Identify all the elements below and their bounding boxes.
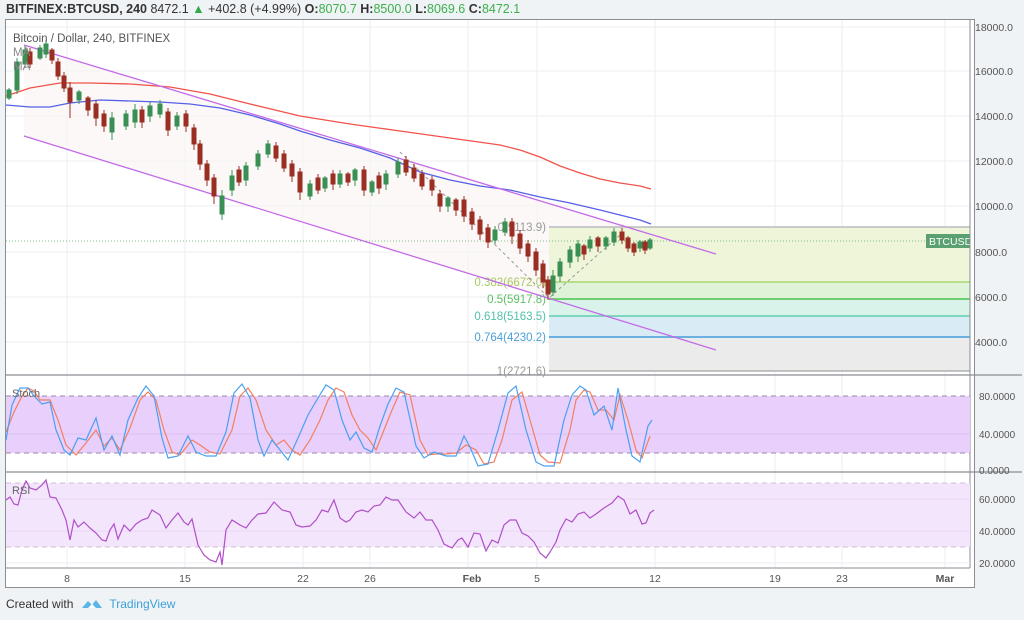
svg-text:6000.0: 6000.0 xyxy=(975,292,1007,304)
svg-text:15: 15 xyxy=(179,573,191,585)
channel-lower-line[interactable] xyxy=(23,135,717,351)
close-value: 8472.1 xyxy=(481,2,521,16)
stoch-pane[interactable]: Stoch xyxy=(5,382,970,467)
svg-text:12000.0: 12000.0 xyxy=(975,156,1013,168)
low-label: L: xyxy=(415,2,428,16)
svg-text:60.0000: 60.0000 xyxy=(979,495,1016,506)
svg-text:Feb: Feb xyxy=(463,573,482,585)
low-value: 8069.6 xyxy=(427,2,466,16)
price-axis[interactable]: 18000.0 16000.0 14000.0 12000.0 10000.0 800… xyxy=(975,22,1013,349)
svg-text:26: 26 xyxy=(364,573,376,585)
fib-trendline xyxy=(399,151,621,299)
svg-text:40.0000: 40.0000 xyxy=(979,430,1016,441)
svg-text:0.0000: 0.0000 xyxy=(979,466,1010,477)
tradingview-logo-icon[interactable] xyxy=(81,598,103,610)
last-price: 8472.1 xyxy=(150,2,189,16)
svg-text:8000.0: 8000.0 xyxy=(975,247,1007,259)
svg-text:14000.0: 14000.0 xyxy=(975,111,1013,123)
channel-upper-line[interactable] xyxy=(23,44,717,255)
fib-label-05: 0.5(5917.8) xyxy=(487,294,546,306)
svg-text:12: 12 xyxy=(649,573,661,585)
fib-label-0618: 0.618(5163.5) xyxy=(474,311,546,323)
svg-text:80.0000: 80.0000 xyxy=(979,392,1016,403)
ma-red-line xyxy=(5,82,652,190)
high-value: 8500.0 xyxy=(373,2,412,16)
price-tag xyxy=(926,234,970,248)
svg-text:10000.0: 10000.0 xyxy=(975,201,1013,213)
svg-text:40.0000: 40.0000 xyxy=(979,527,1016,538)
svg-text:5: 5 xyxy=(534,573,540,585)
candlesticks xyxy=(6,40,653,300)
fib-label-0764: 0.764(4230.2) xyxy=(474,332,546,344)
stoch-label: Stoch xyxy=(12,388,40,400)
symbol-header: BITFINEX:BTCUSD, 240 8472.1 ▲ +402.8 (+4… xyxy=(6,2,520,20)
stoch-axis: 80.0000 40.0000 0.0000 xyxy=(979,392,1016,477)
price-change: +402.8 (+4.99%) xyxy=(208,2,302,16)
ma-legend-2: MA xyxy=(13,61,31,73)
fib-label-1: 1(2721.6) xyxy=(497,366,546,378)
tradingview-link[interactable]: TradingView xyxy=(109,597,176,611)
svg-text:22: 22 xyxy=(297,573,309,585)
rsi-label: RSI xyxy=(12,485,30,497)
rsi-axis: 60.0000 40.0000 20.0000 xyxy=(979,495,1016,570)
svg-text:4000.0: 4000.0 xyxy=(975,337,1007,349)
svg-text:19: 19 xyxy=(769,573,781,585)
svg-text:8: 8 xyxy=(64,573,70,585)
svg-text:16000.0: 16000.0 xyxy=(975,66,1013,78)
close-label: C: xyxy=(468,2,482,16)
rsi-pane[interactable]: RSI xyxy=(5,478,970,566)
fib-label-0382: 0.382(6672.0) xyxy=(474,277,546,289)
up-arrow-icon: ▲ xyxy=(192,2,205,16)
svg-text:23: 23 xyxy=(836,573,848,585)
price-tag-label: BTCUSD xyxy=(929,236,973,248)
created-with-label: Created with xyxy=(6,597,74,611)
high-label: H: xyxy=(360,2,374,16)
footer: Created with TradingView xyxy=(6,597,175,611)
chart-title: Bitcoin / Dollar, 240, BITFINEX xyxy=(13,33,171,45)
svg-text:18000.0: 18000.0 xyxy=(975,22,1013,34)
open-label: O: xyxy=(304,2,319,16)
ma-blue-line xyxy=(5,99,652,225)
svg-text:Mar: Mar xyxy=(936,573,955,585)
ma-legend-1: MA xyxy=(13,47,31,59)
open-value: 8070.7 xyxy=(318,2,357,16)
symbol-name: BITFINEX:BTCUSD, 240 xyxy=(6,2,147,16)
time-axis[interactable]: 8 15 22 26 Feb 5 12 19 23 Mar xyxy=(64,573,954,585)
svg-text:20.0000: 20.0000 xyxy=(979,559,1016,570)
